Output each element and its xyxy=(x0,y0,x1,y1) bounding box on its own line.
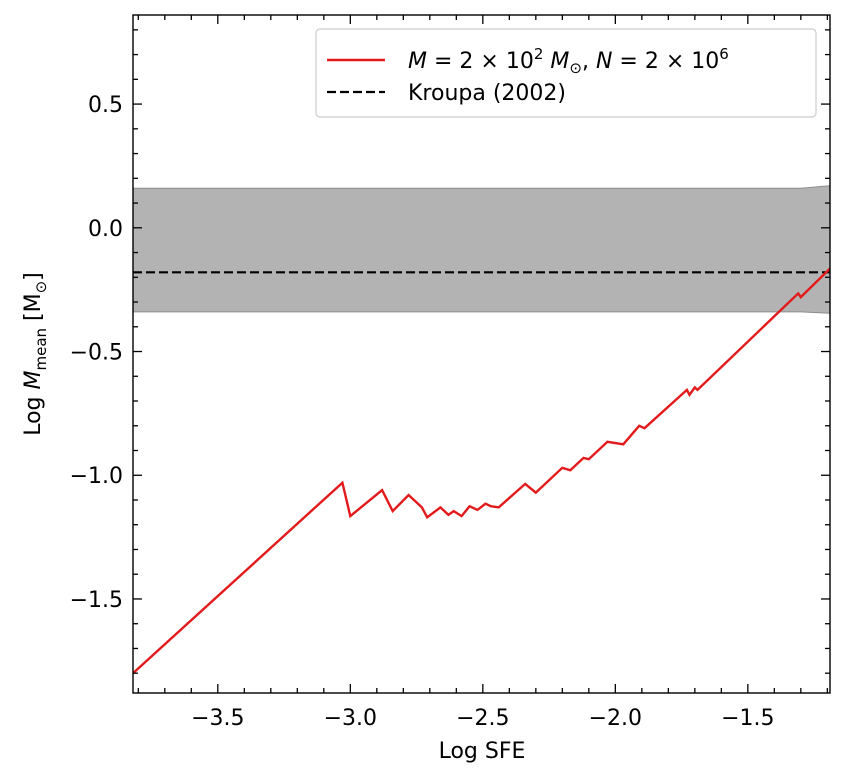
y-tick-label: 0.0 xyxy=(88,217,123,242)
y-tick-label: −1.5 xyxy=(70,588,123,613)
model-line xyxy=(133,267,830,675)
y-tick-label: 0.5 xyxy=(88,93,123,118)
y-tick-label: −1.0 xyxy=(70,464,123,489)
x-axis-label: Log SFE xyxy=(439,739,526,764)
x-tick-label: −2.5 xyxy=(456,706,509,731)
legend-label-model: M = 2 × 102 M⊙, N = 2 × 106 xyxy=(408,45,729,77)
x-tick-label: −1.5 xyxy=(721,706,774,731)
legend-box xyxy=(315,28,817,118)
plot-frame xyxy=(132,14,831,694)
axis-ticks: −3.5 −3.0 −2.5 −2.0 −1.5 −1.5 −1.0 −0.5 0.0 0.5 xyxy=(70,15,830,731)
legend-label-kroupa: Kroupa (2002) xyxy=(408,81,566,106)
y-tick-label: −0.5 xyxy=(70,341,123,366)
legend: M = 2 × 102 M⊙, N = 2 × 106 Kroupa (2002… xyxy=(315,28,817,118)
x-tick-label: −3.5 xyxy=(191,706,244,731)
x-tick-label: −3.0 xyxy=(324,706,377,731)
plot-area xyxy=(133,185,830,675)
x-tick-label: −2.0 xyxy=(589,706,642,731)
y-axis-label: Log Mmean [M⊙] xyxy=(21,272,50,436)
scatter-band xyxy=(133,185,830,314)
